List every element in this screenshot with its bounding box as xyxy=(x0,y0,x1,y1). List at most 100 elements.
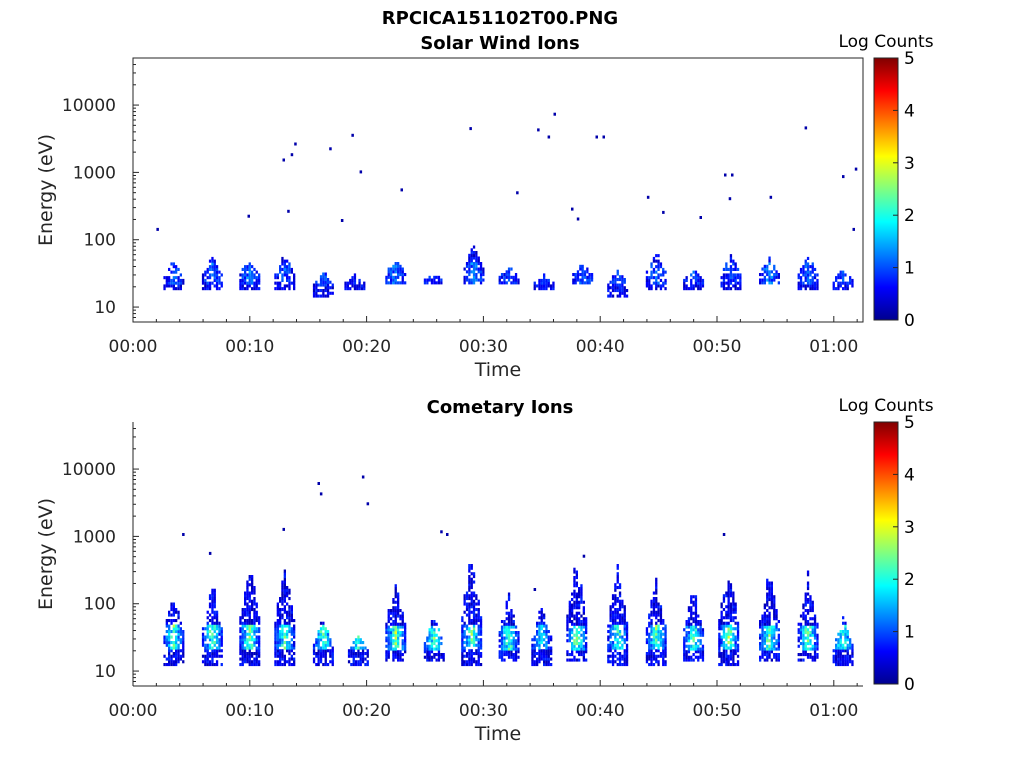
data-cell xyxy=(614,286,617,290)
data-point xyxy=(537,128,540,132)
data-cell xyxy=(609,610,612,614)
data-point xyxy=(440,530,443,534)
data-cell xyxy=(816,639,819,643)
data-cell xyxy=(835,660,838,664)
data-cell xyxy=(394,281,397,285)
data-cell xyxy=(655,610,658,614)
data-cell xyxy=(763,264,766,268)
data-cell xyxy=(404,628,407,632)
data-cell xyxy=(248,284,251,288)
data-cell xyxy=(614,599,617,603)
data-cell xyxy=(177,643,180,647)
data-cell xyxy=(533,284,536,288)
data-cell xyxy=(461,654,464,658)
data-cell xyxy=(811,655,814,659)
data-cell xyxy=(839,646,842,650)
data-cell xyxy=(283,624,286,628)
data-cell xyxy=(763,603,766,607)
data-cell xyxy=(215,652,219,656)
data-cell xyxy=(616,283,619,287)
data-cell xyxy=(514,647,518,651)
data-cell xyxy=(835,287,838,291)
data-cell xyxy=(253,586,256,590)
data-cell xyxy=(809,606,812,610)
data-cell xyxy=(510,617,513,621)
data-cell xyxy=(690,633,693,637)
data-cell xyxy=(165,657,168,661)
data-cell xyxy=(839,652,842,656)
data-cell xyxy=(468,588,471,592)
data-cell xyxy=(766,633,769,637)
data-cell xyxy=(312,649,316,653)
data-cell xyxy=(582,617,585,621)
data-cell xyxy=(759,273,762,277)
data-cell xyxy=(208,594,212,598)
data-cell xyxy=(512,636,515,640)
data-cell xyxy=(802,281,805,285)
data-cell xyxy=(809,270,812,274)
data-cell xyxy=(727,608,730,612)
data-cell xyxy=(697,633,700,637)
data-cell xyxy=(354,643,358,647)
data-cell xyxy=(385,644,388,648)
data-cell xyxy=(806,598,810,602)
data-cell xyxy=(816,636,819,640)
data-cell xyxy=(241,287,244,291)
data-cell xyxy=(172,663,175,667)
data-cell xyxy=(319,654,323,658)
data-cell xyxy=(251,619,254,623)
data-cell xyxy=(835,649,838,653)
data-cell xyxy=(394,587,397,591)
data-cell xyxy=(582,655,585,659)
data-cell xyxy=(694,644,698,648)
data-cell xyxy=(609,627,612,631)
data-cell xyxy=(470,638,473,642)
data-cell xyxy=(533,638,536,642)
data-cell xyxy=(510,655,513,659)
data-cell xyxy=(732,284,735,288)
data-cell xyxy=(694,598,698,602)
data-cell xyxy=(385,636,388,640)
data-cell xyxy=(479,638,483,642)
data-cell xyxy=(392,647,395,651)
data-cell xyxy=(246,643,249,647)
data-cell xyxy=(387,636,390,640)
data-cell xyxy=(317,630,320,634)
data-cell xyxy=(538,654,541,658)
data-cell xyxy=(241,276,244,280)
data-cell xyxy=(394,609,397,613)
data-cell xyxy=(331,663,334,667)
data-cell xyxy=(701,628,705,632)
data-cell xyxy=(215,281,219,285)
data-cell xyxy=(759,644,762,648)
data-cell xyxy=(461,632,464,636)
data-cell xyxy=(770,584,773,588)
data-cell xyxy=(694,595,698,599)
data-cell xyxy=(694,622,698,626)
data-cell xyxy=(293,624,296,628)
data-cell xyxy=(208,652,212,656)
data-cell xyxy=(463,641,466,645)
data-cell xyxy=(470,577,473,581)
data-cell xyxy=(437,653,441,657)
data-cell xyxy=(545,652,548,656)
data-cell xyxy=(582,611,585,615)
data-cell xyxy=(258,627,261,631)
data-cell xyxy=(540,657,543,661)
data-cell xyxy=(283,663,286,667)
data-cell xyxy=(281,597,284,601)
data-cell xyxy=(687,647,691,651)
data-cell xyxy=(392,275,395,279)
data-cell xyxy=(324,657,327,661)
data-cell xyxy=(279,630,282,634)
burst-17 xyxy=(797,256,819,291)
data-cell xyxy=(361,646,365,650)
data-cell xyxy=(279,608,282,612)
data-cell xyxy=(364,663,367,667)
data-cell xyxy=(477,278,480,282)
data-cell xyxy=(246,591,249,595)
data-cell xyxy=(687,625,691,629)
data-cell xyxy=(609,616,612,620)
data-cell xyxy=(401,270,404,274)
data-cell xyxy=(625,649,629,653)
